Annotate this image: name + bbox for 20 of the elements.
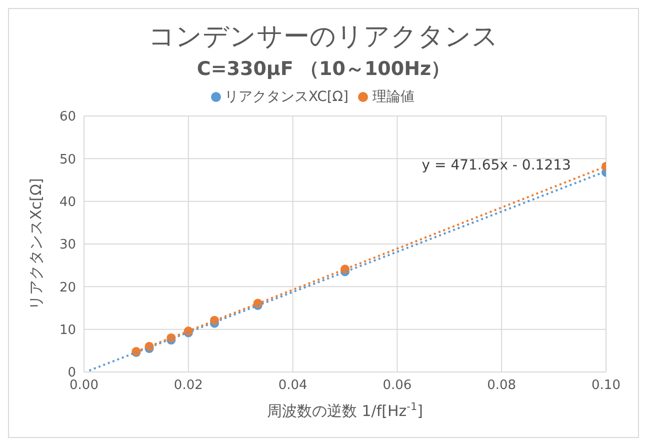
- y-tick-label: 0: [68, 366, 76, 381]
- x-tick-label: 0.02: [174, 378, 203, 394]
- x-axis-title: 周波数の逆数 1/f[Hz$^{-1}$]: [267, 401, 423, 420]
- legend-label: 理論値: [372, 89, 414, 105]
- annotation: y = 471.65x - 0.1213: [422, 158, 571, 174]
- x-tick-label: 0.04: [278, 378, 308, 394]
- y-axis-title: リアクタンスXc[Ω]: [27, 178, 45, 310]
- y-tick-label: 40: [59, 194, 76, 210]
- y-tick-label: 10: [59, 322, 76, 338]
- chart-title: コンデンサーのリアクタンス: [148, 21, 500, 54]
- y-tick-label: 20: [59, 280, 76, 296]
- y-tick-label: 50: [59, 152, 76, 168]
- legend-label: リアクタンスXC[Ω]: [224, 89, 348, 105]
- x-tick-label: 0.00: [70, 378, 98, 394]
- x-tick-label: 0.08: [487, 378, 516, 394]
- x-tick-label: 0.06: [382, 378, 412, 394]
- y-tick-label: 30: [59, 238, 76, 253]
- y-tick-label: 60: [59, 110, 76, 125]
- x-tick-label: 0.10: [592, 378, 620, 394]
- chart-subtitle: C=330μF （10～100Hz）: [196, 57, 452, 82]
